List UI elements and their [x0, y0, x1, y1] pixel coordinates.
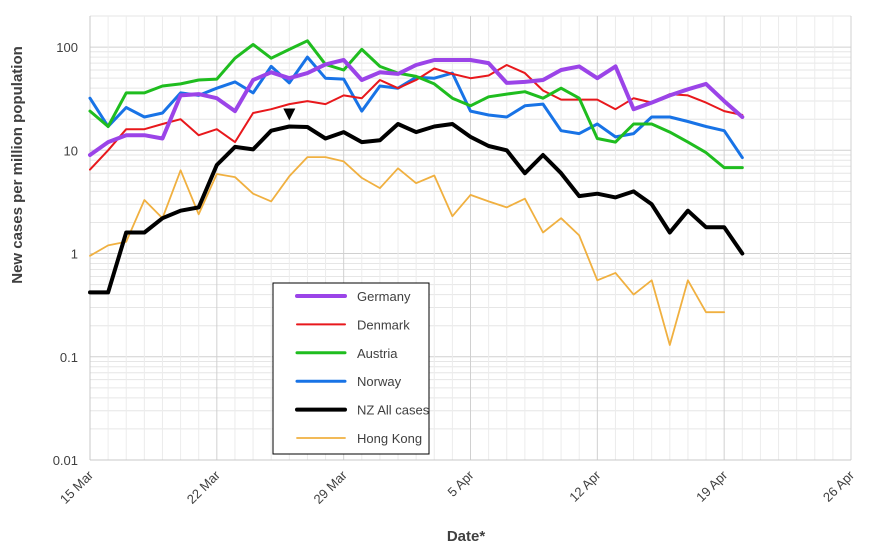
- x-tick-label: 15 Mar: [57, 467, 97, 507]
- x-tick-label: 5 Apr: [445, 467, 478, 500]
- legend-label: Denmark: [357, 317, 410, 332]
- series-line-germany: [88, 58, 745, 157]
- x-tick-label: 19 Apr: [693, 467, 731, 505]
- y-axis-title: New cases per million population: [9, 46, 26, 284]
- y-tick-label: 0.01: [53, 453, 78, 468]
- series-line-denmark: [89, 64, 744, 171]
- y-tick-label: 10: [64, 143, 78, 158]
- legend-label: Norway: [357, 374, 402, 389]
- plot-area: [89, 16, 851, 461]
- x-tick-labels: 15 Mar 22 Mar 29 Mar 5 Apr 12 Apr 19 Apr 26 Ap…: [57, 467, 858, 507]
- x-tick-label: 26 Apr: [820, 467, 858, 505]
- annotation-markers: [283, 108, 296, 121]
- legend-label: Hong Kong: [357, 431, 422, 446]
- grid-lines: [89, 15, 852, 461]
- legend-box: [272, 282, 430, 455]
- x-tick-label: 12 Apr: [566, 467, 604, 505]
- series-line-nz-all-cases: [88, 122, 745, 295]
- y-tick-label: 1: [71, 247, 78, 262]
- legend-label: Austria: [357, 346, 398, 361]
- series-line-austria: [88, 39, 744, 170]
- legend-label: Germany: [357, 289, 411, 304]
- series-lines: [88, 39, 745, 346]
- annotation-triangle-marker: [283, 108, 296, 121]
- legend-label: NZ All cases: [357, 403, 430, 418]
- x-tick-label: 29 Mar: [311, 467, 351, 507]
- y-tick-label: 0.1: [60, 350, 78, 365]
- legend: Germany Denmark Austria Norway NZ All cases H…: [272, 282, 430, 455]
- y-tick-label: 100: [56, 40, 78, 55]
- y-tick-labels: 0.01 0.1 1 10 100: [53, 40, 78, 468]
- x-axis-title: Date*: [447, 528, 486, 545]
- x-tick-label: 22 Mar: [184, 467, 224, 507]
